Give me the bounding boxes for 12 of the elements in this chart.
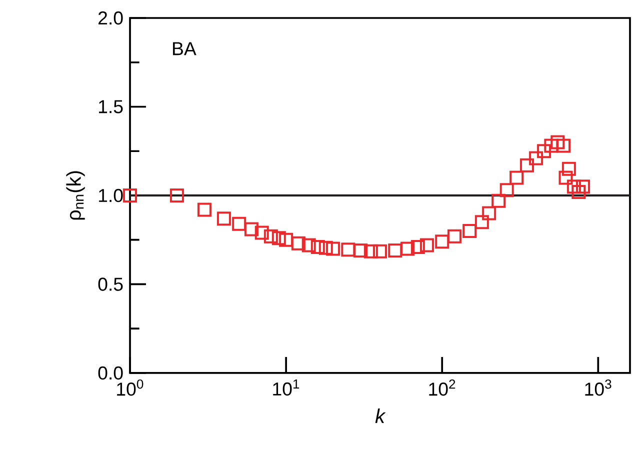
y-tick-label: 0.0 — [98, 366, 123, 380]
y-tick-label: 2.0 — [98, 11, 123, 25]
x-axis-title: k — [375, 408, 386, 423]
y-tick-label: 1.0 — [98, 188, 123, 202]
y-tick-label: 0.5 — [98, 278, 123, 291]
annotation: BA — [173, 42, 196, 56]
x-tick-label: 10$^{2}$ — [429, 379, 456, 396]
x-tick-label: 10$^{3}$ — [585, 379, 612, 396]
y-axis-title: ρ$_{nn}$(k) — [66, 171, 85, 220]
y-tick-label: 1.5 — [98, 100, 123, 114]
x-tick-label: 10$^{0}$ — [117, 379, 144, 396]
x-tick-label: 10$^{1}$ — [273, 379, 300, 396]
